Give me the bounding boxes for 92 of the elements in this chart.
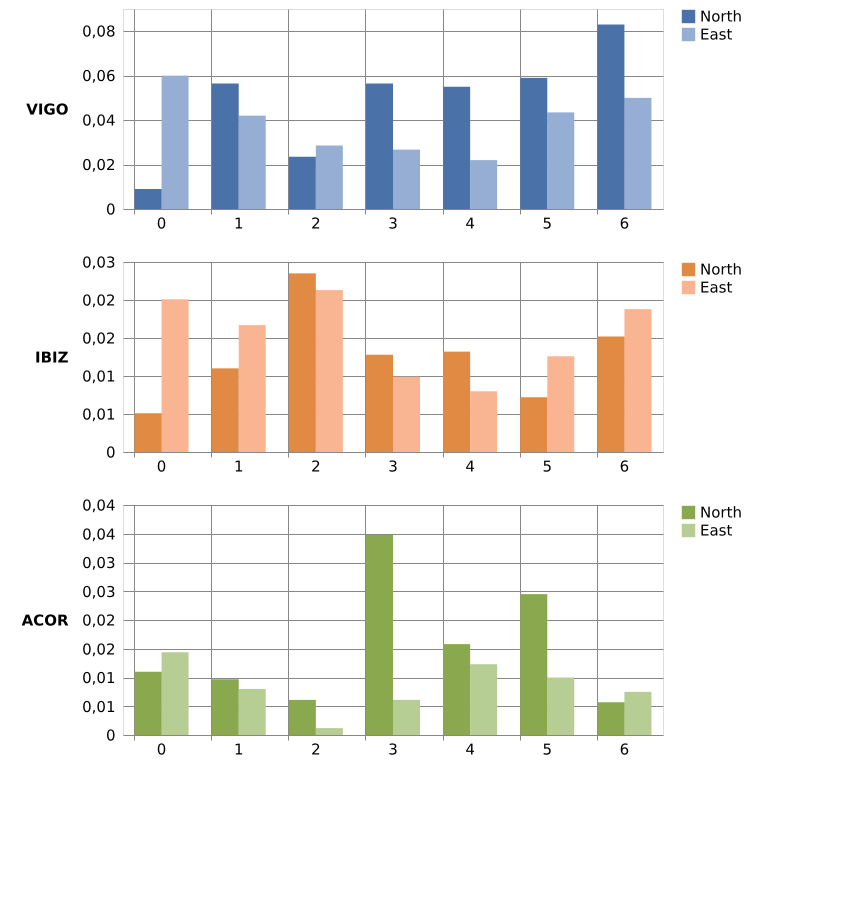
legend-label: North (700, 260, 742, 278)
bar (162, 76, 189, 209)
bar (134, 413, 162, 452)
bar (212, 83, 239, 209)
bar (212, 368, 239, 452)
bar (470, 160, 498, 209)
legend-label: East (700, 522, 732, 540)
bar (624, 309, 652, 452)
y-tick-label: 0,02 (82, 330, 116, 348)
x-tick-label: 5 (542, 740, 552, 758)
y-tick-label: 0,01 (82, 406, 116, 424)
bar (547, 112, 574, 209)
legend-label: North (700, 504, 742, 522)
y-tick-label: 0,04 (82, 112, 116, 130)
x-tick-label: 0 (156, 458, 166, 476)
bar (520, 594, 548, 735)
bar (470, 391, 498, 452)
bar (238, 116, 266, 209)
bar (238, 689, 266, 735)
y-axis-title: ACOR (22, 612, 69, 630)
bar (624, 692, 652, 735)
bar (443, 644, 470, 735)
bar (547, 678, 574, 735)
bar (520, 397, 548, 452)
x-tick-label: 6 (620, 458, 630, 476)
x-tick-label: 6 (620, 214, 630, 232)
y-tick-label: 0,01 (82, 698, 116, 716)
bar (366, 83, 393, 209)
bar (597, 24, 624, 209)
bar (238, 325, 266, 452)
x-tick-label: 2 (311, 214, 321, 232)
y-tick-label: 0,02 (82, 612, 116, 630)
y-axis-title: VIGO (26, 100, 68, 118)
bar (162, 299, 189, 452)
bar (316, 728, 343, 735)
x-tick-label: 4 (465, 458, 475, 476)
x-tick-label: 4 (465, 214, 475, 232)
bar (162, 652, 189, 735)
bar (443, 352, 470, 452)
y-tick-label: 0 (106, 200, 116, 218)
bar (134, 189, 162, 209)
bar (443, 86, 470, 209)
bar (134, 672, 162, 735)
bar (547, 356, 574, 452)
y-tick-label: 0,01 (82, 368, 116, 386)
x-tick-label: 1 (234, 214, 244, 232)
y-tick-label: 0,04 (82, 496, 116, 514)
bar (212, 679, 239, 735)
bar (288, 273, 316, 452)
bar (366, 534, 393, 735)
x-tick-label: 0 (156, 214, 166, 232)
y-tick-label: 0,03 (82, 554, 116, 572)
y-tick-label: 0 (106, 444, 116, 462)
legend-label: North (700, 8, 742, 26)
legend-label: East (700, 26, 732, 44)
y-tick-label: 0,02 (82, 156, 116, 174)
x-tick-label: 2 (311, 740, 321, 758)
x-tick-label: 3 (388, 740, 398, 758)
bar (393, 150, 420, 209)
x-tick-label: 2 (311, 458, 321, 476)
x-tick-label: 1 (234, 458, 244, 476)
y-tick-label: 0 (106, 726, 116, 744)
bar (288, 700, 316, 735)
x-tick-label: 6 (620, 740, 630, 758)
y-tick-label: 0,03 (82, 582, 116, 601)
y-axis-title: IBIZ (35, 348, 69, 366)
legend-label: East (700, 278, 732, 296)
x-tick-label: 5 (542, 458, 552, 476)
bar (624, 98, 652, 209)
x-tick-label: 1 (234, 740, 244, 758)
bar (393, 376, 420, 452)
y-tick-label: 0,02 (82, 640, 116, 658)
y-tick-label: 0,08 (82, 22, 116, 41)
y-tick-label: 0,02 (82, 292, 116, 310)
x-tick-label: 0 (156, 740, 166, 758)
x-tick-label: 3 (388, 458, 398, 476)
x-tick-label: 4 (465, 740, 475, 758)
bar (316, 145, 343, 209)
bar (470, 664, 498, 735)
y-tick-label: 0,04 (82, 525, 116, 544)
bar (597, 336, 624, 452)
bar (316, 290, 343, 452)
bar (393, 700, 420, 735)
bar (520, 78, 548, 209)
bar (366, 354, 393, 452)
x-tick-label: 5 (542, 214, 552, 232)
y-tick-label: 0,06 (82, 67, 116, 86)
y-tick-label: 0,03 (82, 254, 116, 272)
bar (288, 156, 316, 209)
y-tick-label: 0,01 (82, 669, 116, 687)
bar (597, 702, 624, 735)
x-tick-label: 3 (388, 214, 398, 232)
